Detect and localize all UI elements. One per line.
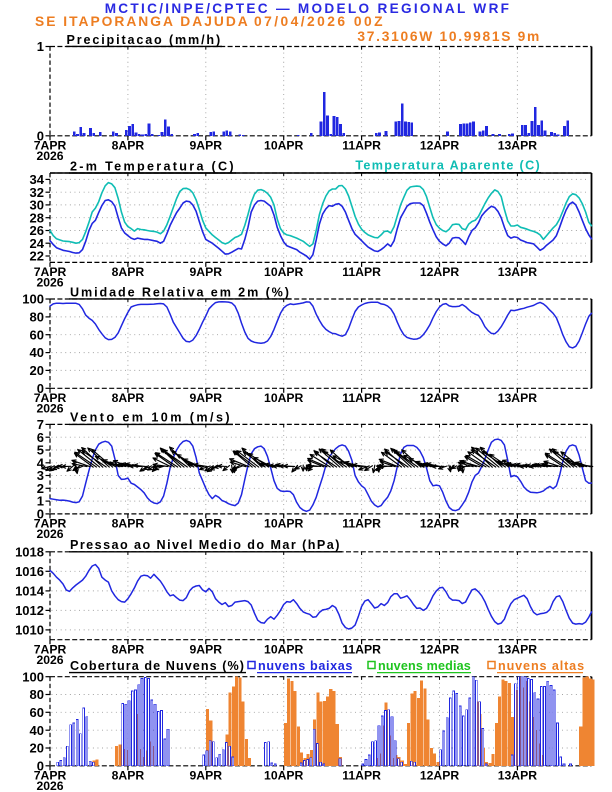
svg-text:20: 20 bbox=[30, 741, 44, 756]
svg-text:11APR: 11APR bbox=[342, 768, 381, 782]
svg-text:7APR: 7APR bbox=[34, 517, 67, 531]
svg-text:40: 40 bbox=[30, 723, 44, 738]
svg-text:9APR: 9APR bbox=[190, 517, 223, 531]
svg-text:10APR: 10APR bbox=[264, 642, 303, 656]
svg-text:8APR: 8APR bbox=[112, 517, 145, 531]
svg-text:1: 1 bbox=[37, 494, 44, 509]
svg-text:80: 80 bbox=[30, 687, 44, 702]
svg-text:26: 26 bbox=[30, 223, 44, 238]
svg-text:20: 20 bbox=[30, 363, 44, 378]
svg-text:13APR: 13APR bbox=[498, 768, 537, 782]
svg-text:13APR: 13APR bbox=[498, 517, 537, 531]
svg-text:7APR: 7APR bbox=[34, 138, 67, 152]
svg-text:0: 0 bbox=[37, 758, 44, 773]
svg-text:Temperatura Aparente (C): Temperatura Aparente (C) bbox=[355, 159, 541, 173]
svg-text:7: 7 bbox=[37, 417, 44, 432]
svg-text:11APR: 11APR bbox=[342, 642, 381, 656]
svg-text:80: 80 bbox=[30, 309, 44, 324]
svg-text:13APR: 13APR bbox=[498, 391, 537, 405]
svg-text:100: 100 bbox=[22, 292, 44, 307]
svg-text:2: 2 bbox=[37, 481, 44, 496]
svg-text:1: 1 bbox=[37, 39, 44, 54]
svg-text:1012: 1012 bbox=[15, 603, 44, 618]
svg-text:28: 28 bbox=[30, 210, 44, 225]
svg-text:22: 22 bbox=[30, 249, 44, 264]
svg-text:1018: 1018 bbox=[15, 544, 44, 559]
svg-text:Pressao ao Nivel Medio do Mar: Pressao ao Nivel Medio do Mar (hPa) bbox=[70, 538, 341, 552]
svg-text:12APR: 12APR bbox=[420, 138, 459, 152]
svg-text:2026: 2026 bbox=[36, 653, 63, 667]
svg-text:Cobertura de Nuvens (%): Cobertura de Nuvens (%) bbox=[70, 659, 245, 673]
svg-text:10APR: 10APR bbox=[264, 265, 303, 279]
svg-text:12APR: 12APR bbox=[420, 517, 459, 531]
svg-text:nuvens medias: nuvens medias bbox=[378, 659, 471, 673]
svg-text:10APR: 10APR bbox=[264, 517, 303, 531]
svg-text:8APR: 8APR bbox=[112, 391, 145, 405]
svg-text:2026: 2026 bbox=[36, 779, 63, 792]
svg-text:1010: 1010 bbox=[15, 623, 44, 638]
svg-text:7APR: 7APR bbox=[34, 391, 67, 405]
svg-text:9APR: 9APR bbox=[190, 265, 223, 279]
svg-text:13APR: 13APR bbox=[498, 265, 537, 279]
svg-text:60: 60 bbox=[30, 327, 44, 342]
svg-text:8APR: 8APR bbox=[112, 265, 145, 279]
svg-text:5: 5 bbox=[37, 443, 44, 458]
svg-text:2026: 2026 bbox=[36, 149, 63, 163]
svg-text:9APR: 9APR bbox=[190, 768, 223, 782]
svg-text:6: 6 bbox=[37, 430, 44, 445]
svg-text:30: 30 bbox=[30, 198, 44, 213]
svg-text:0: 0 bbox=[37, 128, 44, 143]
svg-text:2-m Temperatura (C): 2-m Temperatura (C) bbox=[70, 159, 236, 173]
svg-text:24: 24 bbox=[30, 236, 45, 251]
svg-text:12APR: 12APR bbox=[420, 642, 459, 656]
svg-text:8APR: 8APR bbox=[112, 138, 145, 152]
svg-text:Vento em 10m (m/s): Vento em 10m (m/s) bbox=[70, 411, 232, 425]
svg-text:37.3106W 10.9981S 9m: 37.3106W 10.9981S 9m bbox=[357, 29, 541, 44]
svg-text:1016: 1016 bbox=[15, 564, 44, 579]
svg-text:10APR: 10APR bbox=[264, 391, 303, 405]
svg-text:12APR: 12APR bbox=[420, 265, 459, 279]
svg-text:7APR: 7APR bbox=[34, 768, 67, 782]
svg-text:SE ITAPORANGA DAJUDA: SE ITAPORANGA DAJUDA bbox=[35, 14, 250, 29]
svg-text:40: 40 bbox=[30, 345, 44, 360]
svg-text:4: 4 bbox=[37, 455, 45, 470]
svg-text:13APR: 13APR bbox=[498, 138, 537, 152]
svg-text:3: 3 bbox=[37, 468, 44, 483]
svg-text:34: 34 bbox=[30, 172, 45, 187]
svg-text:MCTIC/INPE/CPTEC — MODELO REGI: MCTIC/INPE/CPTEC — MODELO REGIONAL WRF bbox=[105, 1, 512, 16]
svg-text:9APR: 9APR bbox=[190, 391, 223, 405]
svg-text:9APR: 9APR bbox=[190, 642, 223, 656]
svg-text:13APR: 13APR bbox=[498, 642, 537, 656]
svg-text:7APR: 7APR bbox=[34, 642, 67, 656]
svg-text:12APR: 12APR bbox=[420, 391, 459, 405]
svg-text:60: 60 bbox=[30, 705, 44, 720]
svg-text:32: 32 bbox=[30, 185, 44, 200]
svg-text:07/04/2026 00Z: 07/04/2026 00Z bbox=[254, 14, 385, 29]
svg-text:2026: 2026 bbox=[36, 276, 63, 290]
svg-text:1014: 1014 bbox=[15, 583, 45, 598]
svg-text:12APR: 12APR bbox=[420, 768, 459, 782]
svg-text:0: 0 bbox=[37, 381, 44, 396]
svg-text:11APR: 11APR bbox=[342, 517, 381, 531]
svg-text:11APR: 11APR bbox=[342, 138, 381, 152]
svg-text:2026: 2026 bbox=[36, 402, 63, 416]
svg-text:11APR: 11APR bbox=[342, 391, 381, 405]
svg-text:100: 100 bbox=[22, 669, 44, 684]
svg-text:7APR: 7APR bbox=[34, 265, 67, 279]
svg-text:2026: 2026 bbox=[36, 527, 63, 541]
svg-text:Precipitacao (mm/h): Precipitacao (mm/h) bbox=[67, 33, 223, 47]
svg-text:nuvens baixas: nuvens baixas bbox=[258, 659, 353, 673]
svg-text:0: 0 bbox=[37, 507, 44, 522]
svg-text:Umidade Relativa em 2m (%): Umidade Relativa em 2m (%) bbox=[70, 285, 291, 299]
svg-text:8APR: 8APR bbox=[112, 768, 145, 782]
svg-text:9APR: 9APR bbox=[190, 138, 223, 152]
svg-text:8APR: 8APR bbox=[112, 642, 145, 656]
svg-text:10APR: 10APR bbox=[264, 138, 303, 152]
svg-text:10APR: 10APR bbox=[264, 768, 303, 782]
svg-text:11APR: 11APR bbox=[342, 265, 381, 279]
svg-text:nuvens altas: nuvens altas bbox=[498, 659, 585, 673]
